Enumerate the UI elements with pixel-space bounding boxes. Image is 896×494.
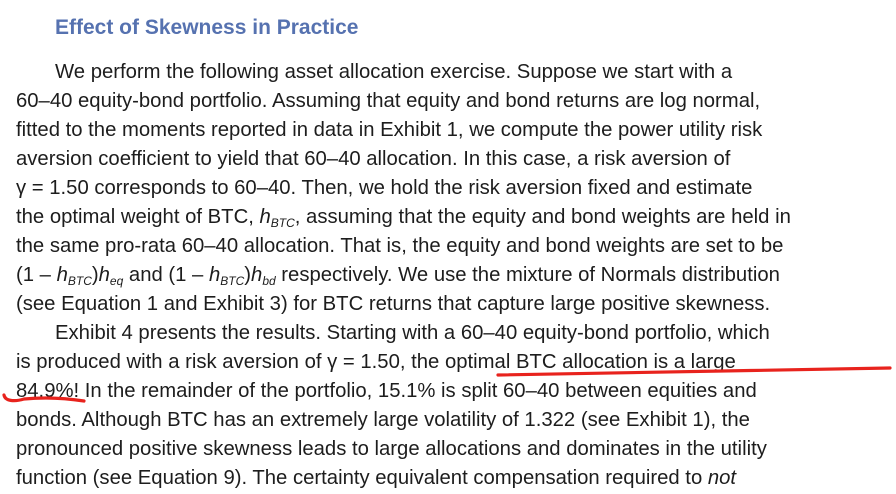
text-line: the same pro-rata 60–40 allocation. That…: [16, 235, 784, 257]
text-line: pronounced positive skewness leads to la…: [16, 438, 767, 460]
text-line: fitted to the moments reported in data i…: [16, 119, 763, 141]
text-line: the optimal weight of BTC, hBTC, assumin…: [16, 206, 791, 230]
text-line: is produced with a risk aversion of γ = …: [16, 351, 736, 373]
text-line: bonds. Although BTC has an extremely lar…: [16, 409, 750, 431]
text-line: γ = 1.50 corresponds to 60–40. Then, we …: [16, 177, 753, 199]
text-line: (1 – hBTC)heq and (1 – hBTC)hbd respecti…: [16, 264, 780, 288]
text-line: 60–40 equity-bond portfolio. Assuming th…: [16, 90, 761, 112]
highlighted-phrase: the optimal BTC allocation is a large: [411, 351, 736, 373]
text-line: function (see Equation 9). The certainty…: [16, 467, 737, 489]
text-line: Exhibit 4 presents the results. Starting…: [55, 322, 770, 344]
text-line: 84.9%! In the remainder of the portfolio…: [16, 380, 757, 402]
text-line: We perform the following asset allocatio…: [55, 61, 733, 83]
highlighted-value: 84.9%!: [16, 380, 80, 402]
section-heading: Effect of Skewness in Practice: [55, 16, 359, 39]
text-line: (see Equation 1 and Exhibit 3) for BTC r…: [16, 293, 771, 315]
text-line: aversion coefficient to yield that 60–40…: [16, 148, 731, 170]
